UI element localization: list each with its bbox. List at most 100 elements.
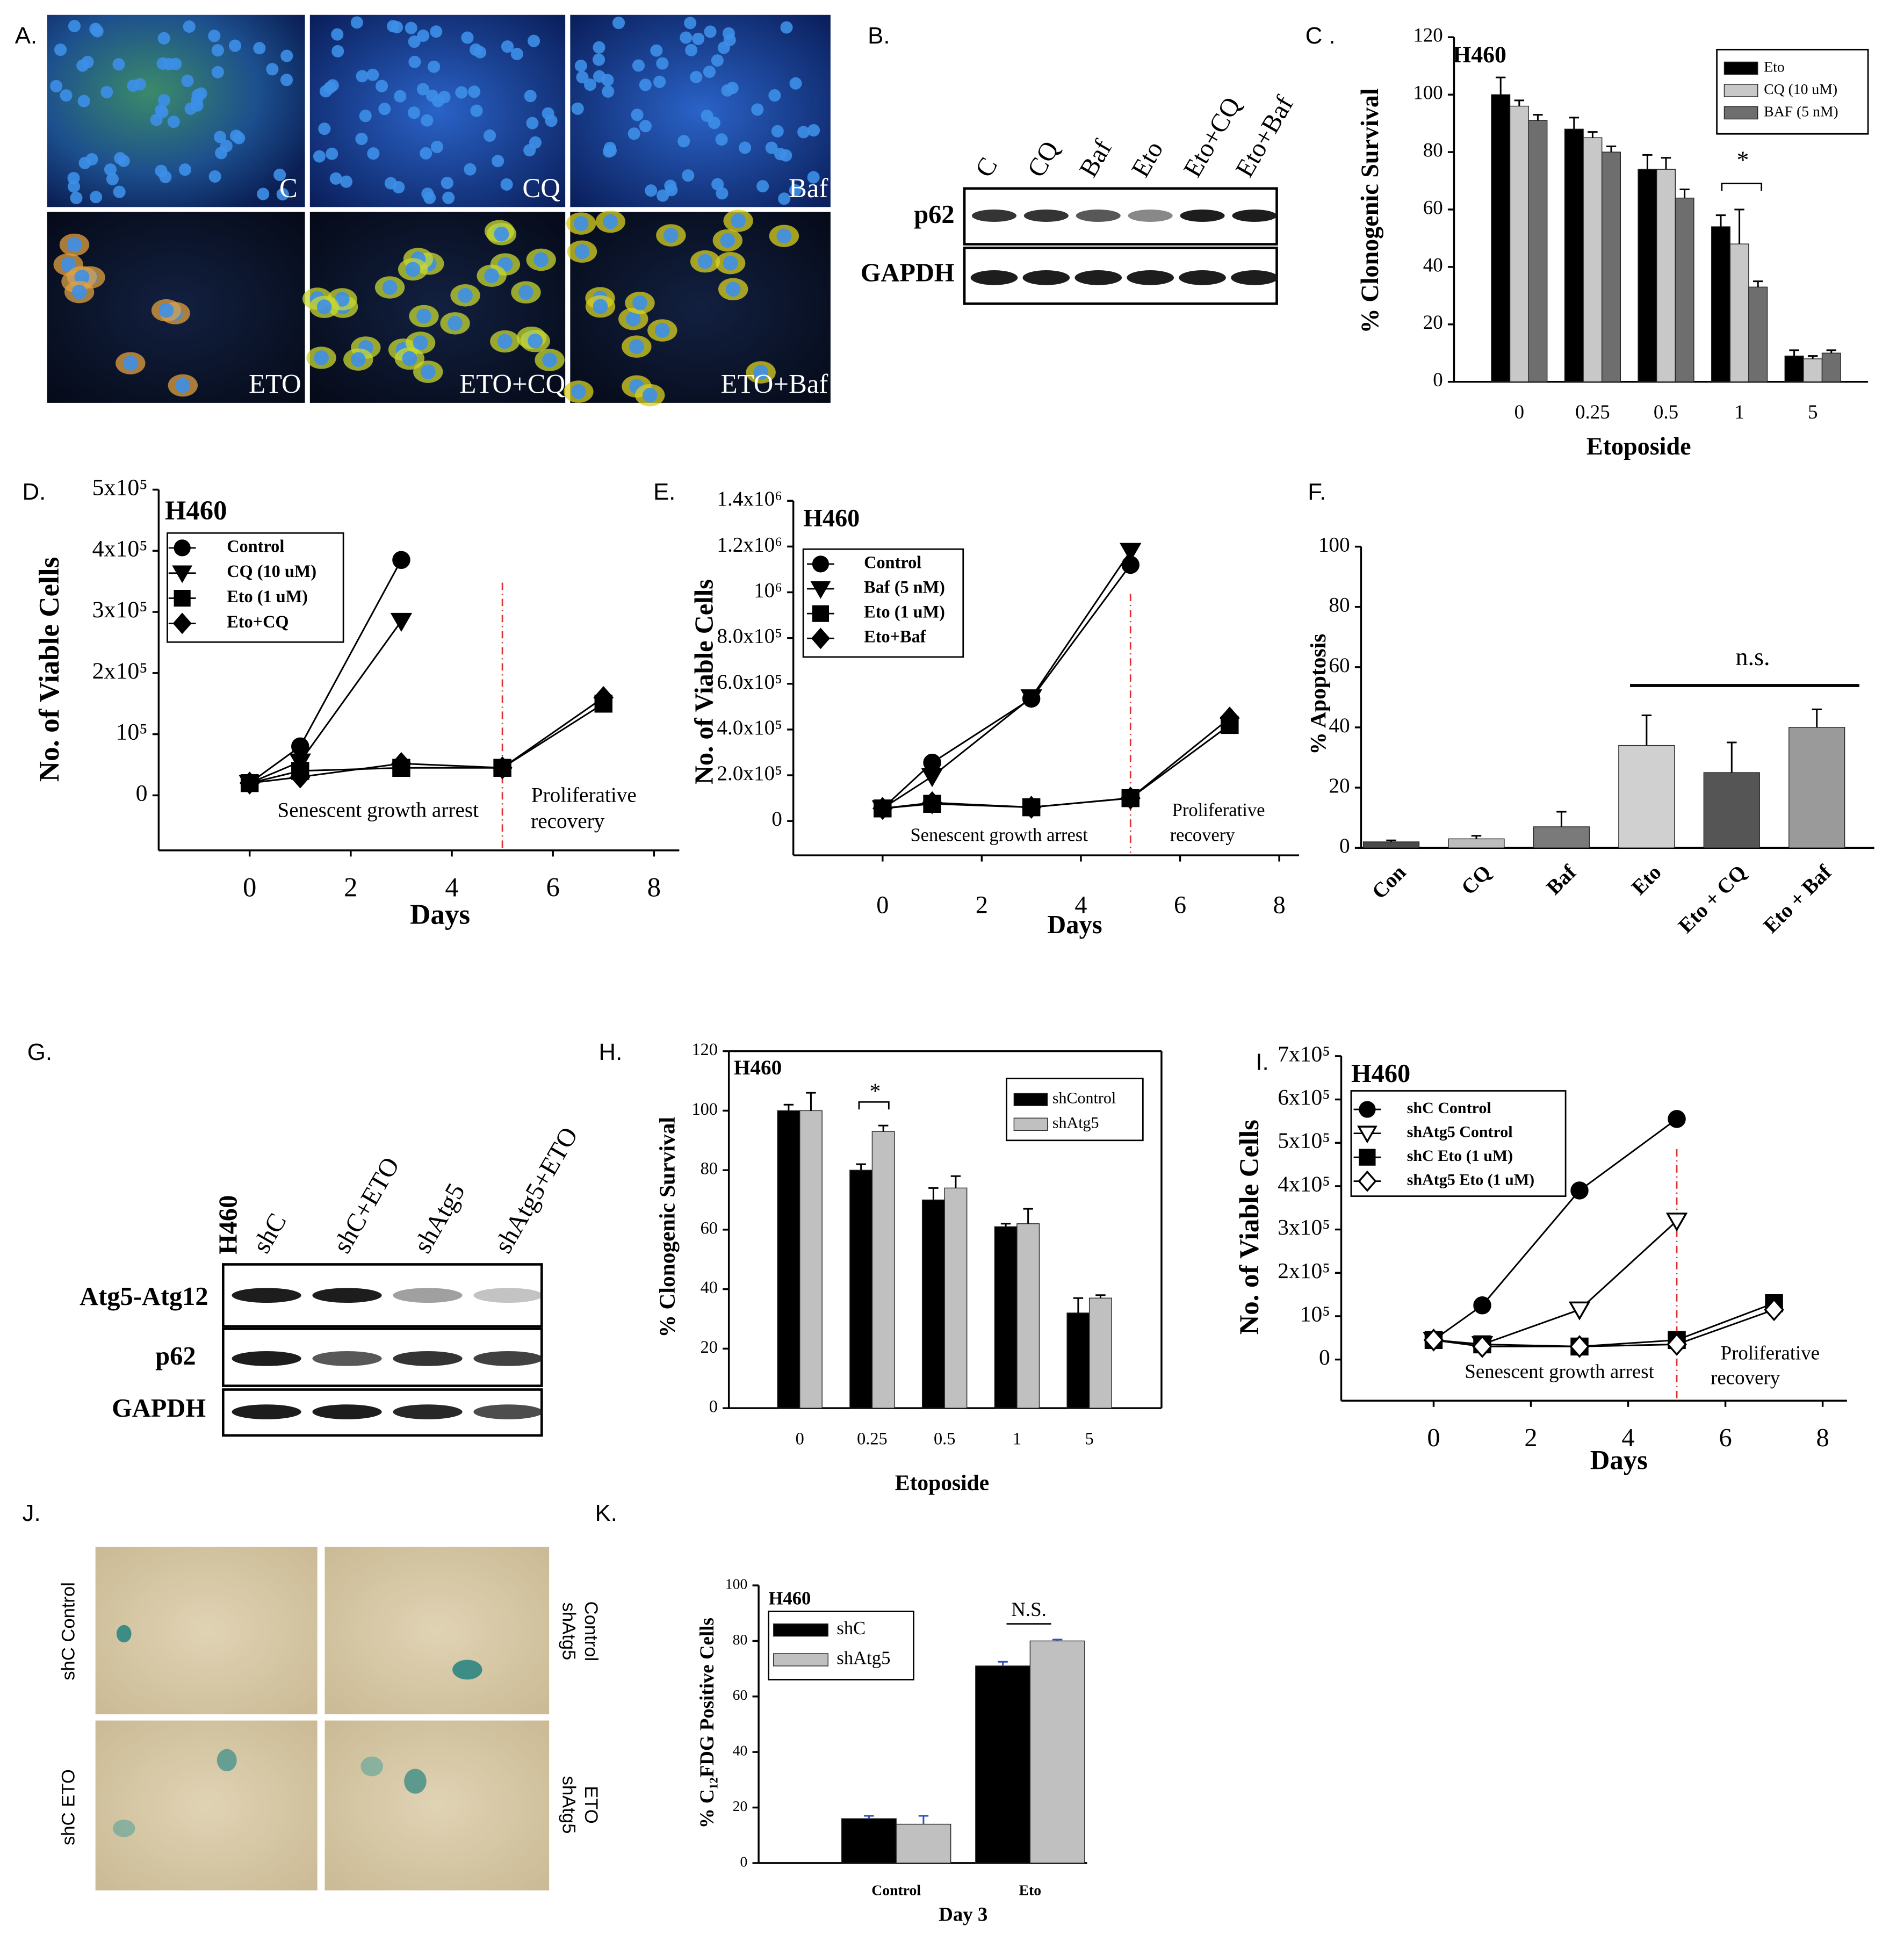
marker xyxy=(1569,1335,1590,1358)
cell-nucleus xyxy=(542,107,554,120)
cell-nucleus xyxy=(340,175,353,188)
legend-label: Control xyxy=(227,536,284,555)
cell-nucleus xyxy=(739,141,752,154)
cell-nucleus xyxy=(417,29,430,42)
cell-nucleus xyxy=(455,86,468,99)
x-tick-label: 6 xyxy=(1719,1424,1732,1452)
series-line xyxy=(249,621,402,784)
bar xyxy=(1491,94,1511,383)
cell-nucleus xyxy=(593,41,605,54)
cell-nucleus xyxy=(420,364,436,379)
cell-nucleus xyxy=(408,55,421,68)
panel-label: J. xyxy=(23,1500,41,1526)
cell-nucleus xyxy=(602,85,615,98)
cell-nucleus xyxy=(711,54,724,67)
cell-nucleus xyxy=(677,135,690,148)
blot-band xyxy=(232,1351,301,1366)
marker xyxy=(172,612,192,634)
cell-nucleus xyxy=(632,59,645,72)
cell-nucleus xyxy=(778,192,791,205)
cell-nucleus xyxy=(191,99,204,112)
cell-nucleus xyxy=(77,95,90,107)
micrograph xyxy=(47,15,305,207)
y-tick-label: 4.0x10⁵ xyxy=(717,716,782,739)
bar xyxy=(1618,745,1675,848)
legend-swatch xyxy=(1013,1093,1048,1106)
cell-nucleus xyxy=(510,47,523,60)
panel-label: F. xyxy=(1308,479,1326,505)
x-tick-label: 0.5 xyxy=(934,1429,955,1448)
cell-nucleus xyxy=(629,339,644,354)
stain-label: Control xyxy=(581,1601,601,1662)
cell-nucleus xyxy=(253,42,266,55)
stain-spot xyxy=(116,1625,132,1643)
y-tick-label: 80 xyxy=(1329,594,1350,617)
blot-band xyxy=(1127,270,1174,285)
cell-nucleus xyxy=(593,53,605,66)
bar xyxy=(1088,1297,1112,1409)
y-tick-label: 1.4x10⁶ xyxy=(717,487,782,510)
annotation: recovery xyxy=(531,810,605,833)
cell-nucleus xyxy=(533,252,549,268)
cell-nucleus xyxy=(528,333,543,349)
x-tick-label: 5 xyxy=(1808,401,1818,423)
annotation: recovery xyxy=(1170,825,1236,845)
x-tick-label: Baf xyxy=(1542,860,1581,899)
annotation: n.s. xyxy=(1735,643,1770,670)
y-tick-label: 60 xyxy=(733,1686,748,1703)
legend-label: shAtg5 xyxy=(836,1648,890,1668)
x-tick-label: Eto + Baf xyxy=(1759,860,1836,937)
cell-nucleus xyxy=(711,178,724,191)
cell-nucleus xyxy=(680,31,693,44)
y-tick-label: 10⁵ xyxy=(116,719,147,745)
bar xyxy=(799,1110,823,1409)
marker xyxy=(239,771,260,795)
bar xyxy=(1788,727,1845,848)
chart-title: H460 xyxy=(1351,1059,1410,1088)
blot-band xyxy=(473,1288,543,1303)
x-tick-label: 1 xyxy=(1734,401,1744,423)
blot-row-label: p62 xyxy=(914,200,954,229)
x-tick-label: 1 xyxy=(1013,1429,1021,1448)
y-axis-label: % Clonogenic Survival xyxy=(1356,88,1383,333)
y-tick-label: 4x10⁵ xyxy=(92,536,148,561)
western-blot: Atg5-Atg12 p62 GAPDH H460 shC shC+ETO shAt… xyxy=(80,1122,583,1437)
panel-label: B. xyxy=(868,23,890,49)
cell-nucleus xyxy=(756,180,769,193)
bar xyxy=(1448,838,1505,848)
cell-nucleus xyxy=(71,284,87,300)
bar xyxy=(849,1170,873,1409)
cell-nucleus xyxy=(731,213,746,228)
x-tick-label: Eto + CQ xyxy=(1674,861,1751,937)
marker xyxy=(922,791,942,814)
y-tick-label: 80 xyxy=(701,1159,718,1178)
cell-nucleus xyxy=(461,31,474,44)
chart-title: H460 xyxy=(1453,42,1506,68)
y-tick-label: 5x10⁵ xyxy=(92,474,148,500)
cell-nucleus xyxy=(122,356,138,371)
panel-label: H. xyxy=(598,1039,622,1065)
cell-nucleus xyxy=(720,233,735,248)
bar xyxy=(896,1823,951,1864)
cell-nucleus xyxy=(127,79,140,92)
cell-nucleus xyxy=(704,25,717,38)
stain-image xyxy=(324,1547,550,1715)
cell-nucleus xyxy=(500,178,513,191)
cell-nucleus xyxy=(61,257,76,272)
cell-nucleus xyxy=(717,41,730,54)
cell-nucleus xyxy=(703,66,716,78)
bar xyxy=(1509,105,1529,383)
cell-nucleus xyxy=(67,237,82,252)
x-tick-label: Con xyxy=(1368,861,1411,904)
cell-dots xyxy=(50,16,820,407)
cell-nucleus xyxy=(470,104,483,117)
y-axis-label: % Clonogenic Survival xyxy=(654,1117,679,1338)
stain-spot xyxy=(217,1749,237,1772)
cell-nucleus xyxy=(394,90,407,103)
blot-band xyxy=(1179,270,1226,285)
cell-nucleus xyxy=(384,177,397,190)
cell-nucleus xyxy=(408,35,421,48)
significance-bracket xyxy=(858,1101,890,1110)
panel-label: C . xyxy=(1306,23,1336,49)
